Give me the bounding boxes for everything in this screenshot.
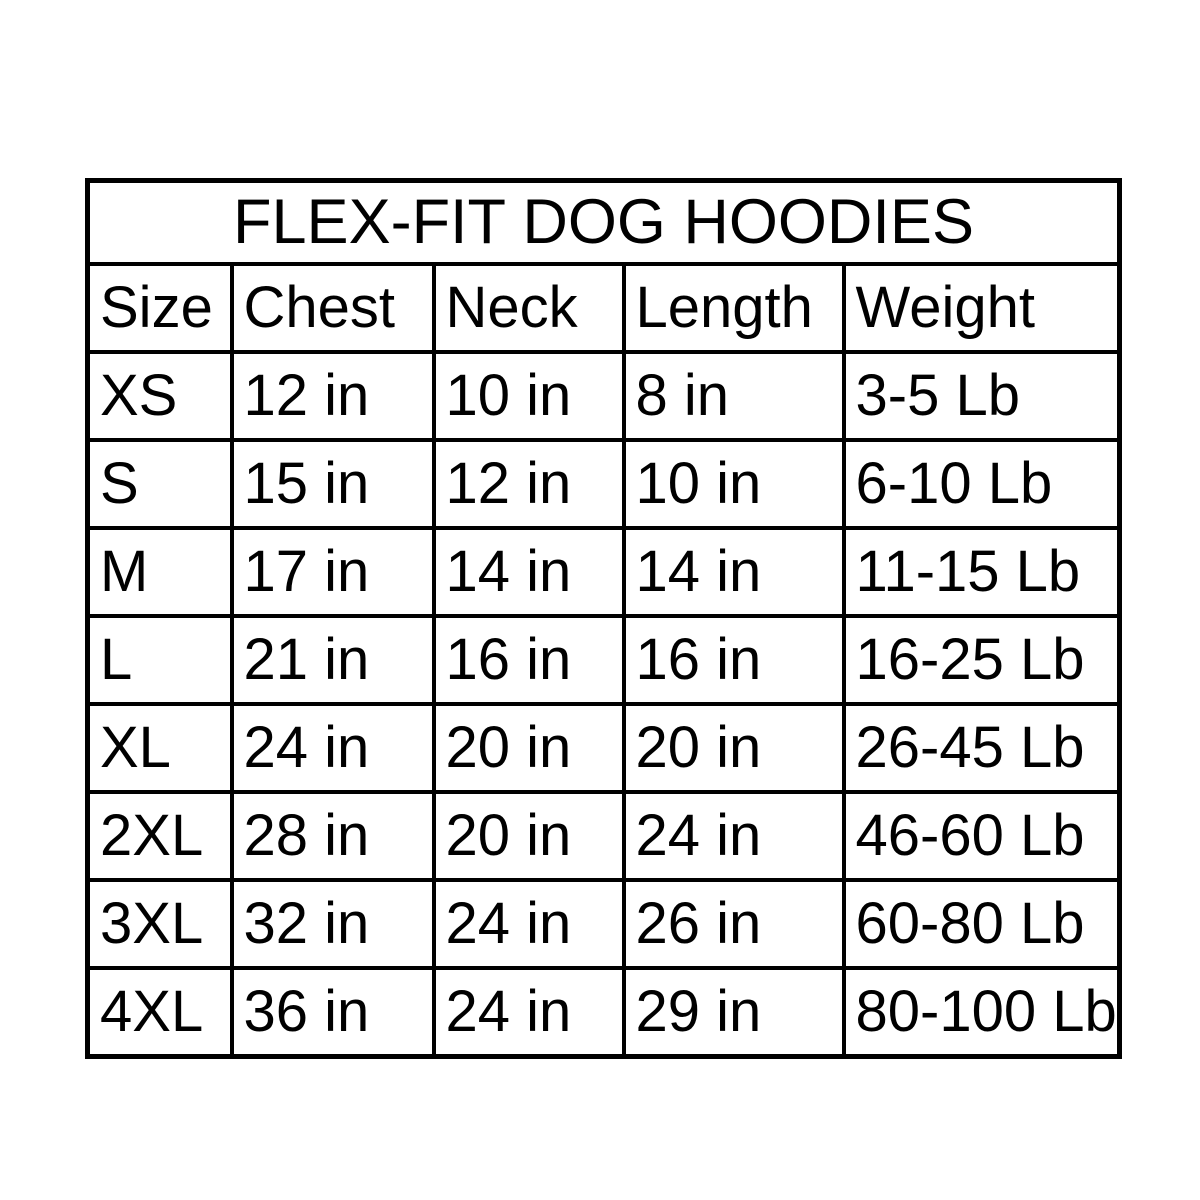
chest-cell: 24 in	[229, 702, 436, 794]
weight-cell: 80-100 Lb	[841, 966, 1122, 1059]
length-cell: 29 in	[621, 966, 846, 1059]
neck-cell: 12 in	[431, 438, 626, 530]
neck-cell: 20 in	[431, 790, 626, 882]
length-cell: 8 in	[621, 350, 846, 442]
size-cell: 2XL	[85, 790, 234, 882]
row-l: L 21 in 16 in 16 in 16-25 Lb	[85, 614, 1122, 706]
header-row: Size Chest Neck Length Weight	[85, 262, 1122, 354]
length-cell: 16 in	[621, 614, 846, 706]
column-header-neck: Neck	[431, 262, 626, 354]
weight-cell: 46-60 Lb	[841, 790, 1122, 882]
size-cell: M	[85, 526, 234, 618]
column-header-weight: Weight	[841, 262, 1122, 354]
neck-cell: 24 in	[431, 966, 626, 1059]
row-4xl: 4XL 36 in 24 in 29 in 80-100 Lb	[85, 966, 1122, 1059]
neck-cell: 10 in	[431, 350, 626, 442]
length-cell: 24 in	[621, 790, 846, 882]
neck-cell: 16 in	[431, 614, 626, 706]
chest-cell: 21 in	[229, 614, 436, 706]
size-cell: S	[85, 438, 234, 530]
chest-cell: 15 in	[229, 438, 436, 530]
chest-cell: 36 in	[229, 966, 436, 1059]
size-cell: L	[85, 614, 234, 706]
row-xs: XS 12 in 10 in 8 in 3-5 Lb	[85, 350, 1122, 442]
neck-cell: 20 in	[431, 702, 626, 794]
weight-cell: 60-80 Lb	[841, 878, 1122, 970]
length-cell: 14 in	[621, 526, 846, 618]
chest-cell: 17 in	[229, 526, 436, 618]
weight-cell: 16-25 Lb	[841, 614, 1122, 706]
row-s: S 15 in 12 in 10 in 6-10 Lb	[85, 438, 1122, 530]
length-cell: 20 in	[621, 702, 846, 794]
column-header-chest: Chest	[229, 262, 436, 354]
row-2xl: 2XL 28 in 20 in 24 in 46-60 Lb	[85, 790, 1122, 882]
chest-cell: 28 in	[229, 790, 436, 882]
size-cell: XS	[85, 350, 234, 442]
title-row: FLEX-FIT DOG HOODIES	[85, 178, 1122, 266]
column-header-size: Size	[85, 262, 234, 354]
size-cell: 4XL	[85, 966, 234, 1059]
weight-cell: 3-5 Lb	[841, 350, 1122, 442]
table-title: FLEX-FIT DOG HOODIES	[85, 178, 1122, 266]
length-cell: 26 in	[621, 878, 846, 970]
weight-cell: 11-15 Lb	[841, 526, 1122, 618]
size-cell: 3XL	[85, 878, 234, 970]
row-m: M 17 in 14 in 14 in 11-15 Lb	[85, 526, 1122, 618]
weight-cell: 26-45 Lb	[841, 702, 1122, 794]
size-cell: XL	[85, 702, 234, 794]
length-cell: 10 in	[621, 438, 846, 530]
neck-cell: 14 in	[431, 526, 626, 618]
weight-cell: 6-10 Lb	[841, 438, 1122, 530]
chest-cell: 32 in	[229, 878, 436, 970]
neck-cell: 24 in	[431, 878, 626, 970]
column-header-length: Length	[621, 262, 846, 354]
row-xl: XL 24 in 20 in 20 in 26-45 Lb	[85, 702, 1122, 794]
row-3xl: 3XL 32 in 24 in 26 in 60-80 Lb	[85, 878, 1122, 970]
size-chart-table: FLEX-FIT DOG HOODIES Size Chest Neck Len…	[85, 178, 1122, 1059]
chest-cell: 12 in	[229, 350, 436, 442]
